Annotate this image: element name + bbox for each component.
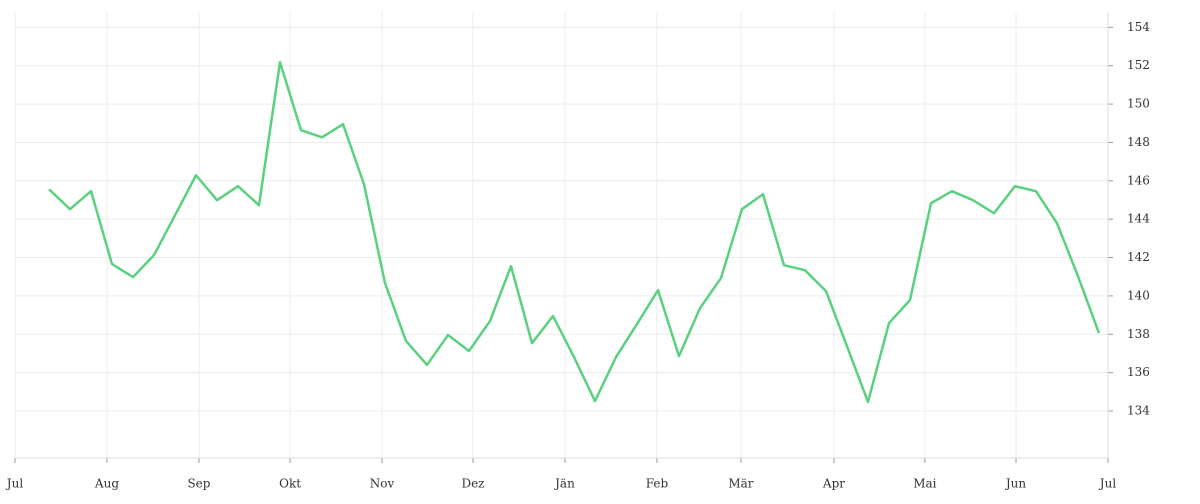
y-tick-label: 136 — [1127, 365, 1150, 379]
y-tick-label: 154 — [1127, 20, 1150, 34]
y-tick-label: 142 — [1127, 250, 1150, 264]
y-tick-label: 144 — [1127, 212, 1150, 226]
x-tick-label: Sep — [187, 477, 210, 491]
x-tick-label: Okt — [279, 477, 301, 491]
line — [48, 61, 1101, 404]
x-tick-label: Jun — [1004, 477, 1027, 491]
x-tick-label: Jul — [1098, 477, 1117, 491]
y-tick-label: 152 — [1127, 58, 1150, 72]
x-tick-label: Aug — [94, 477, 119, 491]
y-tick-label: 150 — [1127, 97, 1150, 111]
x-tick-label: Jul — [5, 477, 24, 491]
x-tick-label: Jän — [553, 477, 575, 491]
y-tick-label: 146 — [1127, 173, 1150, 187]
y-tick-label: 138 — [1127, 327, 1150, 341]
y-tick-label: 134 — [1127, 404, 1150, 418]
x-tick-label: Dez — [461, 477, 484, 491]
x-tick-label: Feb — [646, 477, 669, 491]
y-tick-label: 148 — [1127, 135, 1150, 149]
x-tick-label: Apr — [822, 477, 845, 491]
y-tick-label: 140 — [1127, 288, 1150, 302]
x-tick-label: Mai — [913, 477, 936, 491]
x-tick-label: Mär — [728, 477, 753, 491]
x-tick-label: Nov — [370, 477, 395, 491]
